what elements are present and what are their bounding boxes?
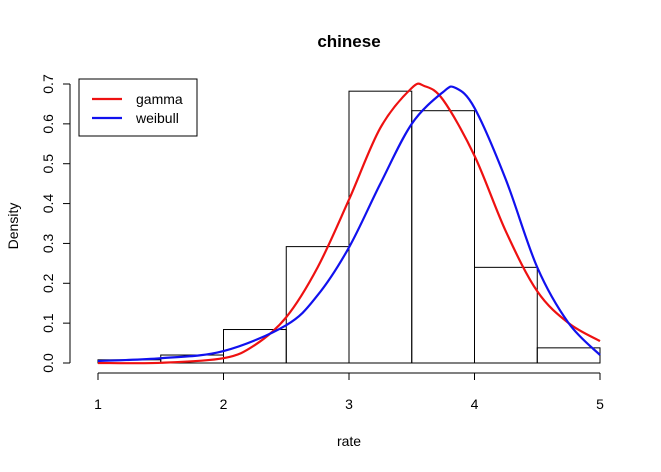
y-tick-label: 0.0	[40, 353, 56, 373]
y-tick-label: 0.7	[40, 74, 56, 94]
y-axis-label: Density	[5, 203, 21, 250]
histogram-bar	[411, 110, 475, 364]
y-tick-label: 0.2	[40, 273, 56, 293]
series-line-gamma	[97, 82, 601, 365]
x-tick-label: 1	[94, 396, 102, 412]
legend-label-weibull: weibull	[135, 110, 179, 126]
x-tick-label: 3	[345, 396, 353, 412]
histogram-bar	[536, 347, 601, 364]
legend-label-gamma: gamma	[136, 91, 183, 107]
chart-title: chinese	[317, 32, 380, 51]
legend: gamma weibull	[78, 78, 198, 137]
legend-box	[78, 78, 198, 137]
histogram-bars	[97, 90, 601, 364]
series-line-weibull	[97, 85, 601, 363]
y-tick-label: 0.6	[40, 114, 56, 134]
y-tick-label: 0.4	[40, 194, 56, 214]
y-tick-label: 0.1	[40, 313, 56, 333]
density-curves	[97, 82, 601, 365]
x-axis: 1 2 3 4 5	[94, 372, 604, 412]
x-tick-label: 2	[220, 396, 228, 412]
x-tick-label: 5	[596, 396, 604, 412]
y-axis: 0.0 0.1 0.2 0.3 0.4 0.5 0.6 0.7	[40, 74, 71, 373]
y-tick-label: 0.3	[40, 233, 56, 253]
y-tick-label: 0.5	[40, 154, 56, 174]
x-axis-label: rate	[337, 433, 361, 449]
x-tick-label: 4	[471, 396, 479, 412]
histogram-bar	[474, 266, 538, 364]
